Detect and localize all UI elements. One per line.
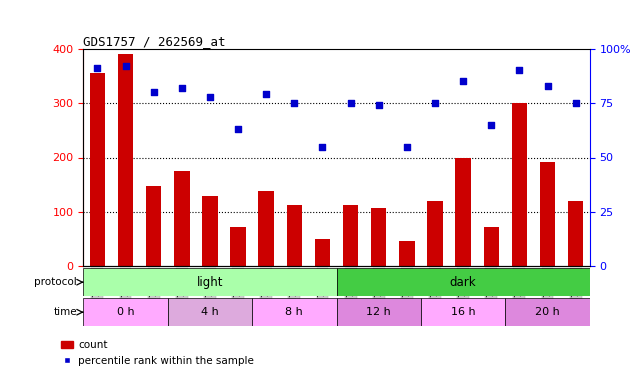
Bar [315,239,330,266]
Point [317,144,328,150]
Point [486,122,496,128]
Point [149,89,159,95]
Point [458,78,469,84]
FancyBboxPatch shape [337,268,590,296]
Point [233,126,243,132]
Point [177,85,187,91]
FancyBboxPatch shape [83,268,337,296]
Text: GDS1757 / 262569_at: GDS1757 / 262569_at [83,34,226,48]
Text: time: time [53,307,77,317]
Text: 12 h: 12 h [367,307,391,317]
FancyBboxPatch shape [252,298,337,326]
Bar [399,241,415,266]
Point [542,83,553,89]
FancyBboxPatch shape [168,298,252,326]
Point [430,100,440,106]
Bar [118,54,133,266]
Point [514,68,524,74]
Text: light: light [197,276,223,289]
Text: 0 h: 0 h [117,307,135,317]
Bar [287,206,302,266]
Text: dark: dark [450,276,476,289]
Bar [371,208,387,266]
Bar [90,73,105,266]
FancyBboxPatch shape [83,298,168,326]
FancyBboxPatch shape [421,298,505,326]
FancyBboxPatch shape [337,298,421,326]
Text: 8 h: 8 h [285,307,303,317]
Text: 20 h: 20 h [535,307,560,317]
Bar [230,227,246,266]
Bar [174,171,190,266]
Text: protocol: protocol [34,277,77,287]
Bar [483,227,499,266]
Point [205,94,215,100]
Point [402,144,412,150]
Bar [258,191,274,266]
Bar [343,205,358,266]
Bar [512,103,527,266]
Legend: count, percentile rank within the sample: count, percentile rank within the sample [56,336,258,370]
Point [374,102,384,108]
Text: 4 h: 4 h [201,307,219,317]
Point [121,63,131,69]
Bar [568,201,583,266]
FancyBboxPatch shape [505,298,590,326]
Bar [540,162,555,266]
Point [261,92,271,98]
Text: 16 h: 16 h [451,307,476,317]
Point [570,100,581,106]
Bar [455,158,471,266]
Bar [428,201,443,266]
Bar [202,196,218,266]
Point [289,100,299,106]
Point [92,65,103,71]
Point [345,100,356,106]
Bar [146,186,162,266]
